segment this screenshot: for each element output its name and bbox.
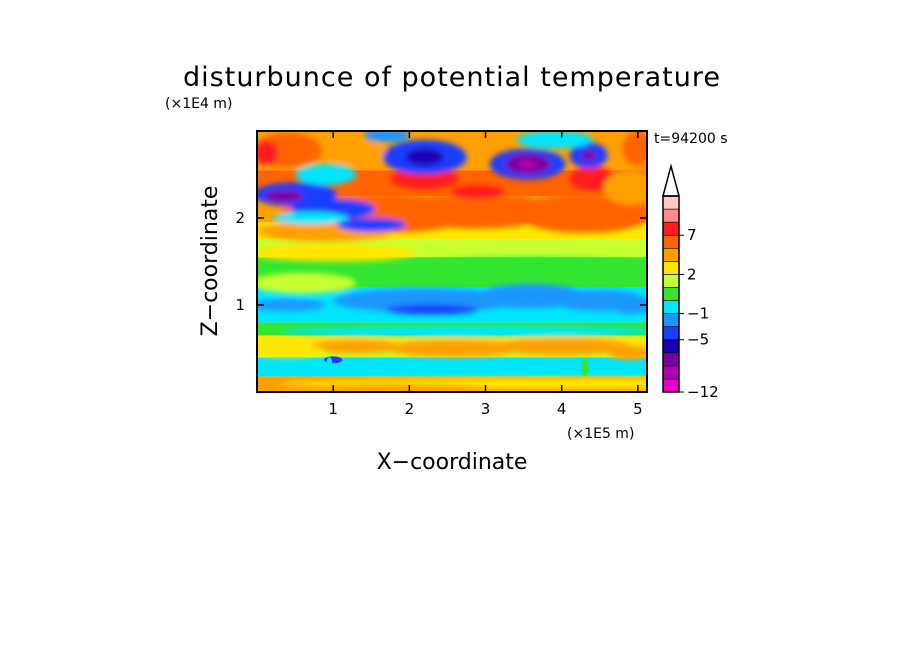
field-blob [580,150,596,161]
time-label: t=94200 s [654,131,728,147]
x-tick-label: 4 [557,400,567,418]
field-blob [378,267,456,282]
colorbar-swatch [662,195,680,210]
field-blob [363,131,410,143]
x-axis-label: X−coordinate [377,450,528,475]
colorbar-swatch [662,247,680,262]
x-axis: 1 2 3 4 5 [328,131,643,418]
field-blob [515,131,593,149]
field-blob [516,194,647,233]
colorbar-swatch [662,300,680,314]
colorbar-label: −5 [687,331,709,349]
colorbar-swatch [662,339,680,354]
field-blob [607,345,647,360]
field-blob [325,141,387,165]
x-tick-label: 1 [328,400,338,418]
field-blob [386,339,524,358]
field-blob [257,345,326,358]
heatmap-field [257,131,647,392]
colorbar-label: −1 [687,305,709,323]
field-blob [310,339,402,354]
x-tick-label: 2 [405,400,415,418]
y-tick-label: 2 [235,209,245,227]
field-blob [302,384,486,392]
field-blob [493,338,631,356]
x-tick-label: 3 [481,400,491,418]
x-unit-label: (×1E5 m) [567,426,634,442]
colorbar-swatch [662,313,680,327]
colorbar-swatch [662,274,680,288]
field-blob [279,325,647,337]
field-blob [257,298,326,312]
colorbar-swatch [662,287,680,301]
colorbar-label: −12 [687,383,719,401]
field-blob [607,296,647,314]
field-blobs [257,131,647,392]
plot-frame [256,130,648,393]
field-blob [622,131,647,166]
y-tick-label: 1 [235,296,245,314]
colorbar-swatch [662,352,680,367]
field-feature [326,357,333,372]
field-blob [518,159,537,169]
field-blob [336,218,406,232]
field-blob [401,193,555,229]
colorbar-swatch [662,365,680,380]
x-tick-label: 5 [633,400,643,418]
colorbar-swatch [662,221,680,236]
colorbar-frame [662,195,680,393]
colorbar-swatch [662,234,680,249]
field-blob [257,272,357,294]
field-blob [257,244,417,262]
colorbar: −12−5−127 [662,163,719,401]
colorbar-label: 2 [687,265,697,283]
colorbar-label: 7 [687,226,697,244]
colorbar-swatch [662,261,680,275]
field-blob [603,170,647,205]
field-blob [569,166,616,192]
field-blob [264,190,303,203]
y-unit-label: (×1E4 m) [165,96,232,112]
field-feature [580,358,589,377]
field-blob [416,257,646,275]
field-blob [405,148,444,166]
colorbar-swatch [662,378,680,393]
y-axis: 12 [235,209,647,314]
field-blob [295,164,357,185]
field-blob [386,304,478,315]
colorbar-extend-arrow [662,163,680,197]
chart-title: disturbunce of potential temperature [183,62,721,93]
field-band [257,357,647,377]
field-blob [390,168,459,190]
field-blob [272,211,349,225]
colorbar-swatch [662,208,680,223]
field-blob [257,140,279,165]
y-axis-label: Z−coordinate [198,186,223,337]
field-blob [451,184,505,199]
colorbar-swatch [662,326,680,341]
